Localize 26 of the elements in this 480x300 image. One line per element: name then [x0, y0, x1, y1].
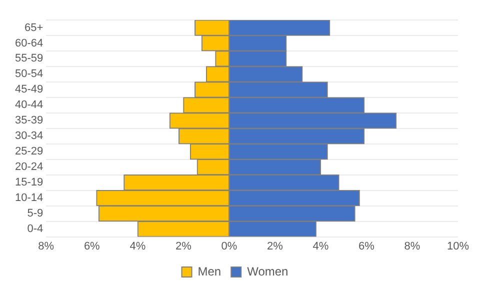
- y-tick-label: 15-19: [14, 176, 44, 189]
- legend-label: Men: [198, 264, 222, 278]
- y-tick-label: 45-49: [14, 84, 44, 96]
- y-tick-label: 35-39: [14, 114, 44, 127]
- x-tick-label: 2%: [175, 240, 192, 252]
- x-tick-label: 4%: [312, 240, 329, 252]
- y-tick-label: 20-24: [14, 161, 44, 174]
- x-tick-label: 2%: [266, 240, 284, 252]
- x-tick-label: 8%: [38, 240, 54, 252]
- y-tick-label: 65+: [24, 22, 44, 34]
- y-tick-label: 40-44: [14, 99, 44, 112]
- y-tick-label: 50-54: [14, 68, 44, 80]
- y-tick-label: 0-4: [27, 223, 44, 236]
- x-tick-label: 10%: [446, 240, 470, 252]
- y-tick-label: 5-9: [27, 208, 44, 220]
- y-tick-label: 10-14: [14, 192, 44, 204]
- x-tick-label: 4%: [130, 240, 146, 252]
- y-tick-label: 55-59: [14, 52, 44, 65]
- x-tick-label: 8%: [404, 240, 420, 252]
- y-tick-label: 60-64: [14, 37, 44, 50]
- x-tick-label: 6%: [84, 240, 100, 252]
- x-tick-label: 6%: [358, 240, 375, 252]
- legend-label: Women: [247, 264, 288, 278]
- y-tick-label: 25-29: [14, 146, 44, 158]
- y-tick-label: 30-34: [14, 130, 44, 142]
- x-tick-label: 0%: [221, 240, 238, 252]
